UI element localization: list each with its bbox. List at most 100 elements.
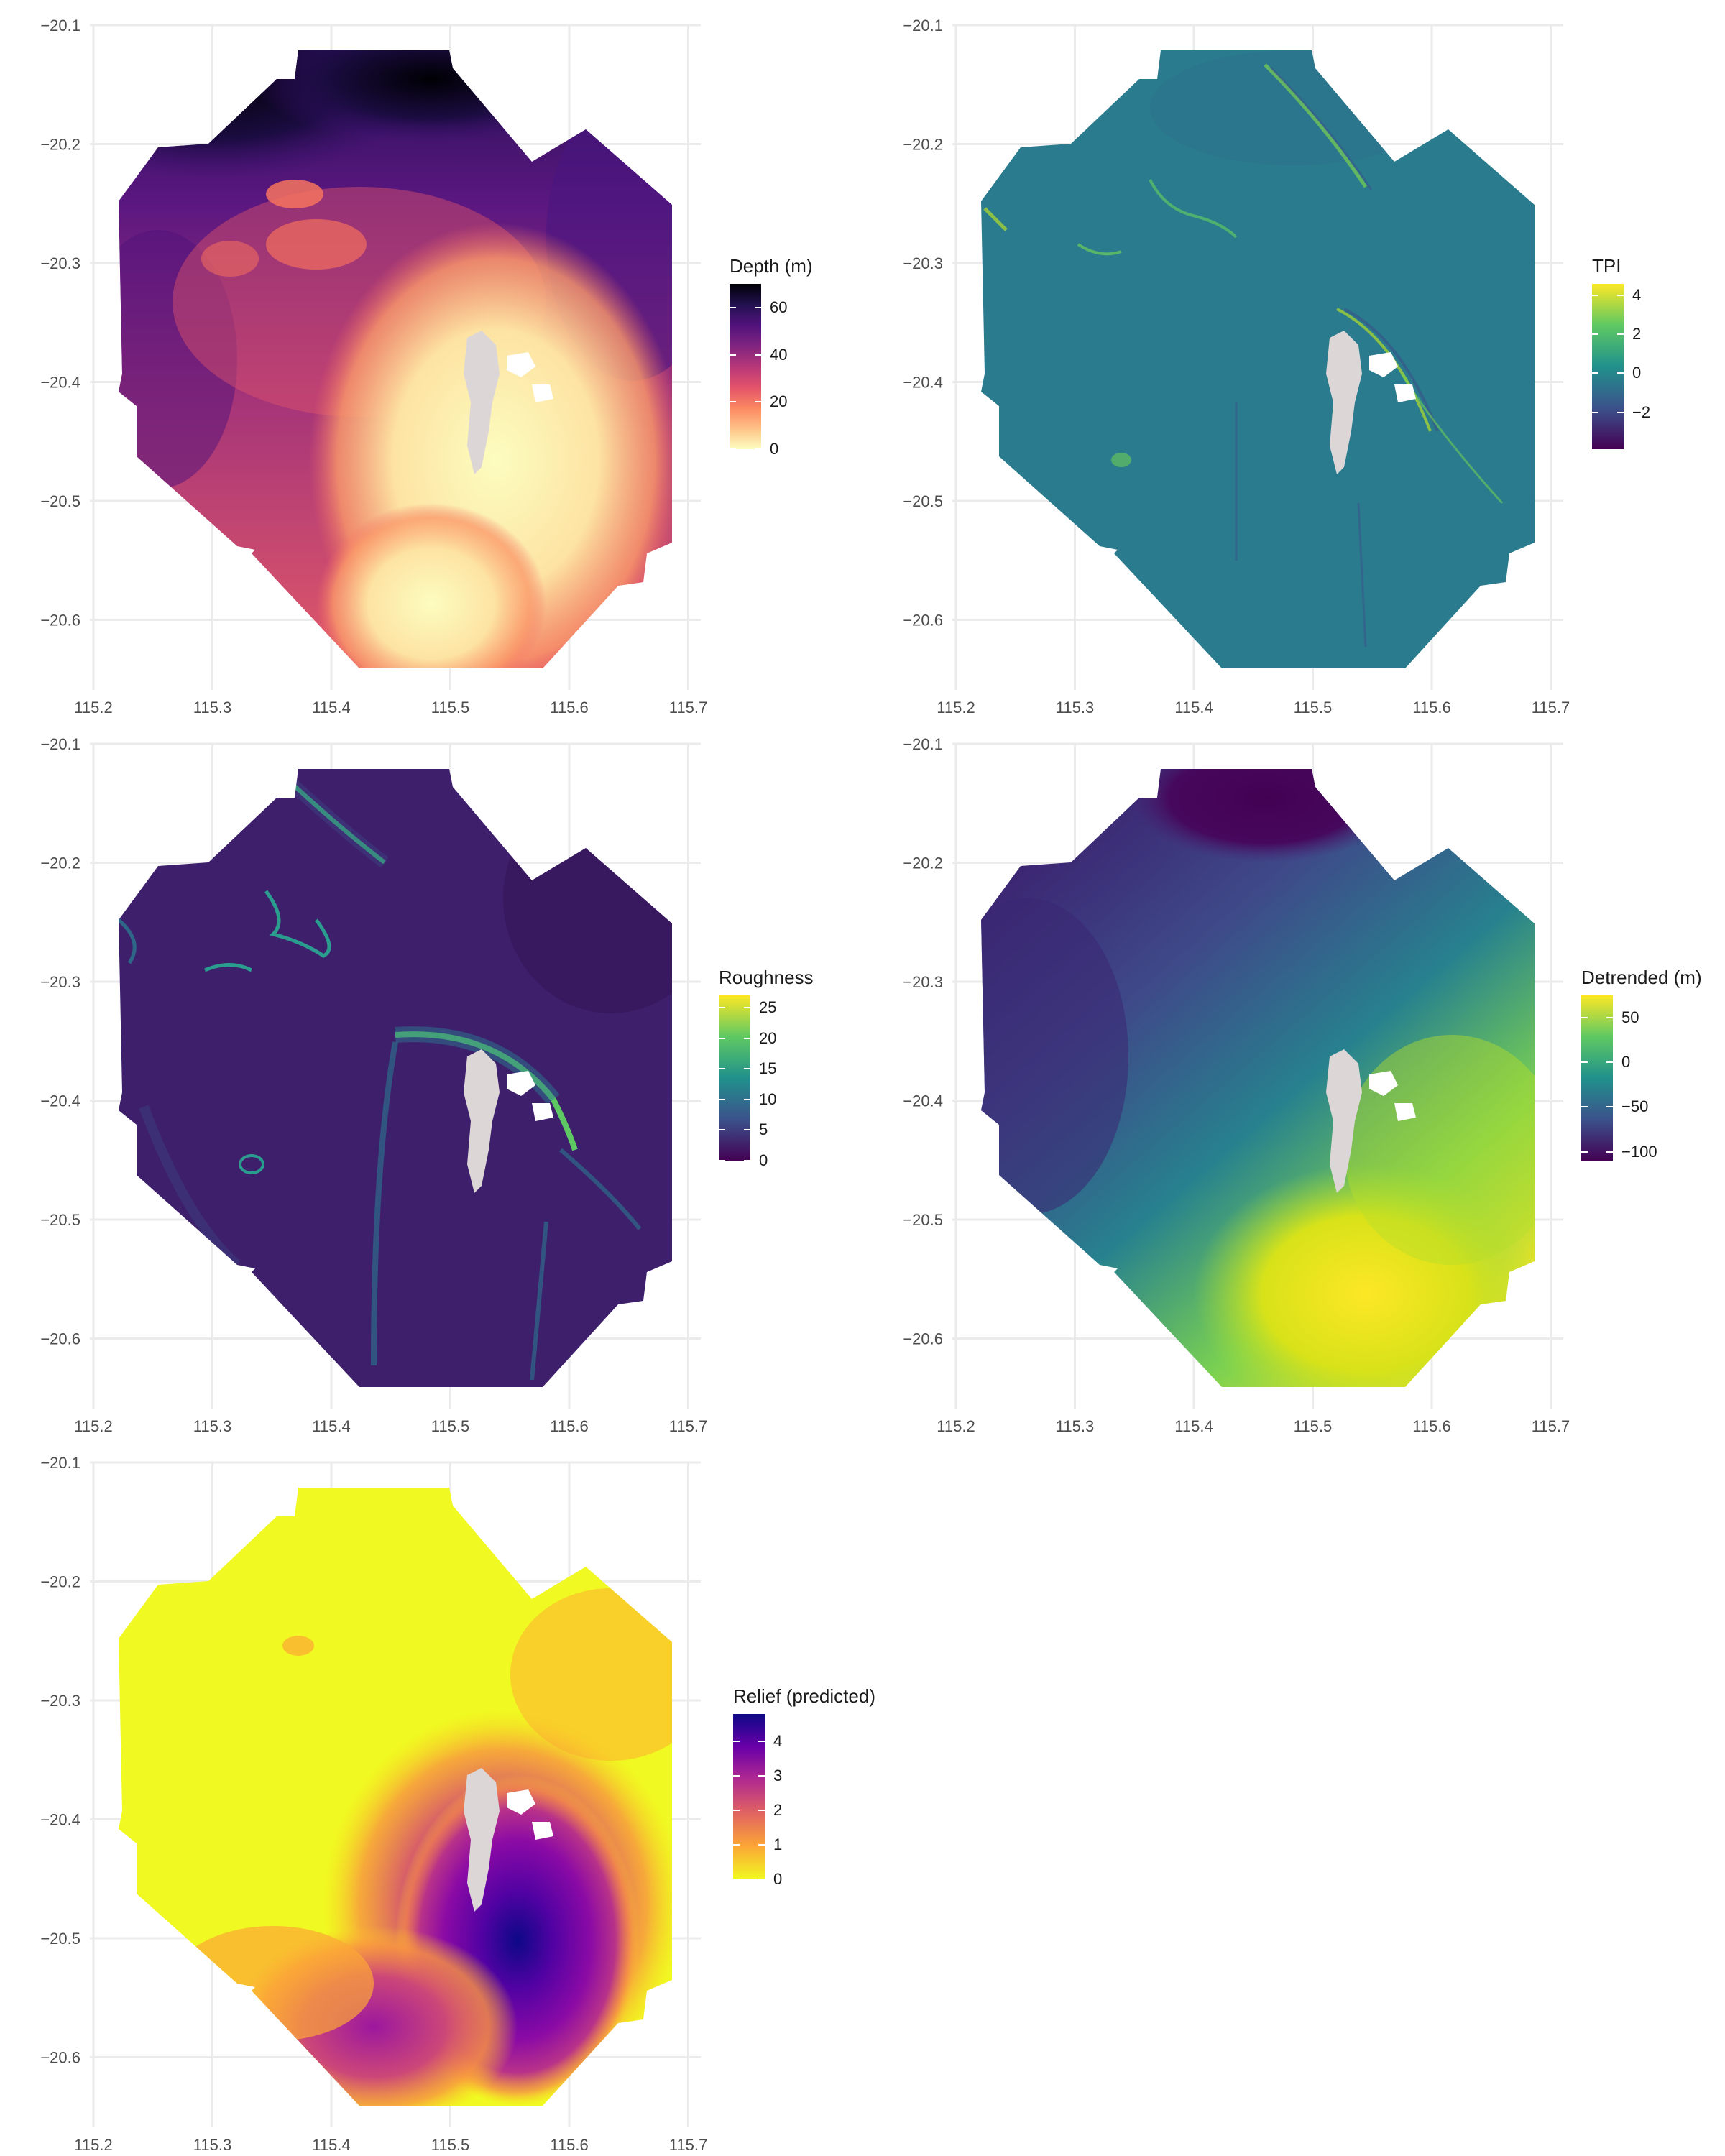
y-tick-label: −20.4 <box>903 374 943 392</box>
colorbar-tick <box>1606 1061 1613 1064</box>
colorbar-label: 1 <box>773 1835 783 1854</box>
colorbar-label: 2 <box>1632 325 1642 344</box>
colorbar-tick <box>758 1844 765 1846</box>
colorbar-tick <box>1581 1151 1588 1153</box>
colorbar-label: 0 <box>759 1151 768 1169</box>
colorbar-tick <box>755 401 761 403</box>
x-tick-label: 115.5 <box>431 1417 469 1435</box>
y-tick-label: −20.4 <box>40 1811 80 1829</box>
panel-tpi: 115.2 115.3 115.4 115.5 115.6 115.7 −20.1 −20.… <box>862 0 1725 719</box>
y-tick-label: −20.1 <box>40 735 80 753</box>
colorbar-tick <box>1606 1017 1613 1019</box>
y-tick-label: −20.5 <box>903 492 943 510</box>
colorbar-tick <box>1581 1106 1588 1108</box>
colorbar-tick <box>758 1810 765 1812</box>
yticks-detrended: −20.1 −20.2 −20.3 −20.4 −20.5 −20.6 <box>903 735 943 1348</box>
x-tick-label: 115.4 <box>1174 699 1213 717</box>
y-tick-label: −20.6 <box>40 612 80 630</box>
colorbar-tick <box>733 1741 740 1743</box>
x-tick-label: 115.4 <box>1174 1417 1213 1435</box>
x-tick-label: 115.3 <box>1056 1417 1094 1435</box>
x-tick-label: 115.3 <box>193 2136 231 2154</box>
y-tick-label: −20.4 <box>40 374 80 392</box>
colorbar-label: −2 <box>1632 402 1651 421</box>
legend-title-relief: Relief (predicted) <box>733 1685 875 1707</box>
x-tick-label: 115.7 <box>1532 1417 1570 1435</box>
y-tick-label: −20.6 <box>40 1330 80 1348</box>
legend-title-roughness: Roughness <box>719 967 814 988</box>
colorbar-tpi <box>1592 284 1624 449</box>
colorbar-tick <box>1617 411 1624 413</box>
y-tick-label: −20.6 <box>903 612 943 630</box>
colorbar-tick <box>719 1068 725 1070</box>
x-tick-label: 115.3 <box>1056 699 1094 717</box>
y-tick-label: −20.5 <box>40 1211 80 1229</box>
x-tick-label: 115.7 <box>669 699 707 717</box>
colorbar-tick <box>733 1775 740 1777</box>
map-detrended: 115.2 115.3 115.4 115.5 115.6 115.7 −20.1−20.… <box>903 735 1570 1435</box>
xticks-tpi: 115.2 115.3 115.4 115.5 115.6 115.7 <box>937 699 1570 717</box>
x-tick-label: 115.5 <box>431 2136 469 2154</box>
y-tick-label: −20.3 <box>40 254 80 272</box>
colorbar-tick <box>1606 1151 1613 1153</box>
colorbar-label: 40 <box>770 345 788 364</box>
colorbar-label: −100 <box>1622 1142 1657 1161</box>
colorbar-label: −50 <box>1622 1097 1649 1116</box>
colorbar-label: 25 <box>759 998 777 1017</box>
y-tick-label: −20.2 <box>40 854 80 872</box>
legend-depth: Depth (m) 60 40 20 0 <box>730 255 873 485</box>
y-tick-label: −20.1 <box>40 1454 80 1472</box>
colorbar-tick <box>755 306 761 308</box>
colorbar-tick <box>719 1037 725 1039</box>
y-tick-label: −20.3 <box>903 254 943 272</box>
x-tick-label: 115.5 <box>431 699 469 717</box>
x-tick-label: 115.4 <box>312 1417 350 1435</box>
colorbar-depth <box>730 284 761 449</box>
colorbar-tick <box>719 1129 725 1131</box>
xticks-roughness: 115.2 115.3 115.4 115.5 115.6 115.7 <box>74 1417 707 1435</box>
xticks-detrended: 115.2 115.3 115.4 115.5 115.6 115.7 <box>937 1417 1570 1435</box>
panel-depth: 115.2 115.3 115.4 115.5 115.6 115.7 −20.1 −20.… <box>0 0 862 719</box>
colorbar-label: 0 <box>773 1870 783 1888</box>
colorbar-label: 3 <box>773 1766 783 1785</box>
y-tick-label: −20.3 <box>40 1692 80 1710</box>
x-tick-label: 115.5 <box>1294 699 1332 717</box>
colorbar-tick <box>730 354 736 356</box>
y-tick-label: −20.1 <box>903 735 943 753</box>
colorbar-label: 10 <box>759 1089 777 1108</box>
y-tick-label: −20.2 <box>40 1573 80 1591</box>
y-tick-label: −20.6 <box>40 2049 80 2067</box>
legend-tpi: TPI 4 2 0 −2 <box>1592 255 1725 485</box>
islands-detrended <box>1326 1049 1416 1193</box>
x-tick-label: 115.6 <box>550 2136 588 2154</box>
x-tick-label: 115.6 <box>1412 1417 1450 1435</box>
colorbar-tick <box>1581 1017 1588 1019</box>
y-tick-label: −20.5 <box>40 492 80 510</box>
xticks-depth: 115.2 115.3 115.4 115.5 115.6 115.7 <box>74 699 707 717</box>
colorbar-tick <box>1617 333 1624 336</box>
legend-roughness: Roughness 25 20 15 10 5 0 <box>719 967 862 1211</box>
colorbar-tick <box>730 401 736 403</box>
raster-detrended <box>981 769 1535 1387</box>
colorbar-tick <box>1592 333 1598 336</box>
colorbar-tick <box>744 1160 750 1161</box>
colorbar-roughness <box>719 995 750 1161</box>
yticks-depth: −20.1 −20.2 −20.3 −20.4 −20.5 −20.6 <box>40 17 80 630</box>
colorbar-label: 15 <box>759 1059 777 1078</box>
y-tick-label: −20.6 <box>903 1330 943 1348</box>
x-tick-label: 115.4 <box>312 2136 350 2154</box>
colorbar-tick <box>719 1007 725 1009</box>
legend-title-detrended: Detrended (m) <box>1581 967 1702 988</box>
x-tick-label: 115.7 <box>669 1417 707 1435</box>
colorbar-label: 20 <box>770 392 788 411</box>
colorbar-tick <box>744 1129 750 1131</box>
colorbar-tick <box>1592 295 1598 297</box>
y-tick-label: −20.3 <box>903 973 943 991</box>
legend-detrended: Detrended (m) 50 0 −50 −100 <box>1581 967 1725 1197</box>
y-tick-label: −20.2 <box>903 136 943 154</box>
x-tick-label: 115.2 <box>937 1417 975 1435</box>
colorbar-tick <box>744 1098 750 1100</box>
legend-title-depth: Depth (m) <box>730 255 813 277</box>
colorbar-tick <box>755 448 761 450</box>
colorbar-detrended <box>1581 995 1613 1161</box>
